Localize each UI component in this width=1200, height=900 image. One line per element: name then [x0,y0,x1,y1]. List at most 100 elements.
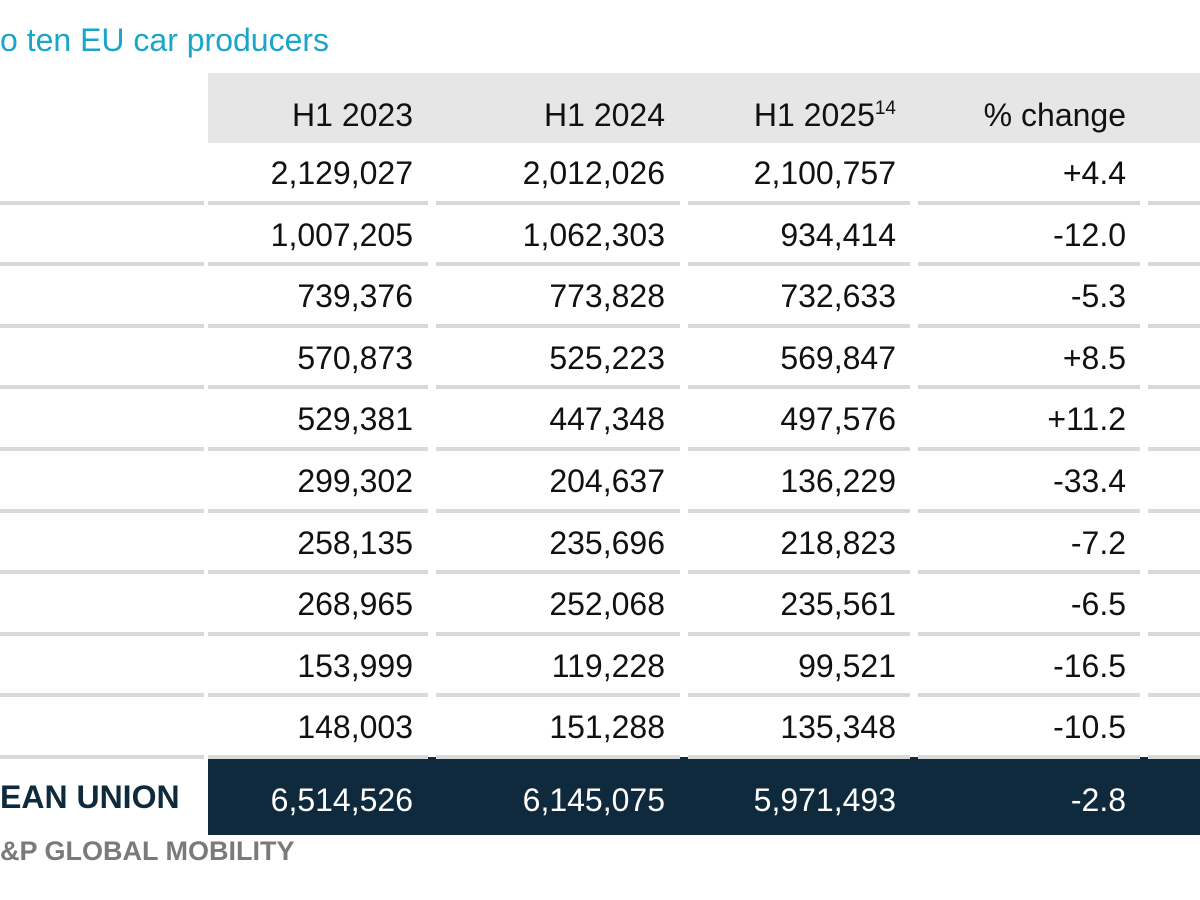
total-cell: 5,971,493 [753,782,896,818]
row-separator [1148,262,1200,267]
total-cell: -2.8 [1070,782,1126,818]
row-separator [0,631,204,636]
row-separator [436,570,680,575]
table-cell: -7.2 [1070,524,1126,561]
row-separator [918,385,1140,390]
table-cell: 299,302 [297,463,413,499]
table-cell: 235,696 [549,524,665,561]
row-separator [0,323,204,328]
row-separator [436,755,680,759]
table-cell: 447,348 [549,401,665,438]
table-cell: 569,847 [780,339,896,376]
row-separator [436,385,680,390]
row-separator [1148,755,1200,759]
row-separator [918,570,1140,575]
row-separator [688,323,910,328]
table-cell: -12.0 [1053,216,1126,253]
row-separator [0,385,204,390]
table-cell: 2,012,026 [522,155,665,191]
row-separator [208,262,428,267]
row-separator [208,755,428,759]
column-header: H1 2024 [438,95,665,135]
row-separator [918,508,1140,513]
column-header: % change [918,95,1126,135]
table-cell: 151,288 [549,709,665,746]
row-separator [1148,631,1200,636]
total-cell: 6,514,526 [270,782,413,818]
header-superscript: 14 [874,98,896,119]
table-cell: -16.5 [1053,647,1126,684]
table-cell: 2,100,757 [753,155,896,191]
column-header: H1 2023 [212,95,413,135]
table-cell: -10.5 [1053,709,1126,746]
table-cell: 525,223 [549,339,665,376]
row-separator [0,755,204,759]
column-header-text: H1 2024 [544,97,665,133]
row-separator [688,693,910,698]
table-cell: 1,007,205 [270,216,413,253]
table-cell: 204,637 [549,463,665,499]
row-separator [208,570,428,575]
table-cell: 258,135 [297,524,413,561]
row-separator [0,508,204,513]
row-separator [0,447,204,451]
row-separator [1148,447,1200,451]
row-separator [436,693,680,698]
table-cell: 218,823 [780,524,896,561]
table-cell: 153,999 [297,647,413,684]
row-separator [436,508,680,513]
row-separator [918,693,1140,698]
row-separator [0,570,204,575]
table-cell: 99,521 [798,647,896,684]
row-separator [1148,570,1200,575]
table-cell: +4.4 [1062,155,1126,191]
table-cell: 119,228 [551,647,665,684]
column-header-text: H1 2023 [292,97,413,133]
row-separator [688,508,910,513]
table-cell: 268,965 [297,586,413,623]
row-separator [1148,693,1200,698]
table-cell: 732,633 [780,278,896,315]
table-cell: 739,376 [297,278,413,315]
row-separator [208,200,428,205]
column-header-text: H1 2025 [753,97,875,133]
row-separator [436,262,680,267]
table-cell: -6.5 [1070,586,1126,623]
row-separator [208,447,428,451]
table-cell: 136,229 [780,463,896,499]
row-separator [208,323,428,328]
source: &P GLOBAL MOBILITY [0,836,295,866]
title: o ten EU car producers [0,22,330,58]
row-separator [918,755,1140,759]
row-separator [1148,385,1200,390]
table-cell: 529,381 [297,401,413,438]
row-separator [688,755,910,759]
row-separator [208,631,428,636]
row-separator [1148,323,1200,328]
row-separator [436,200,680,205]
total-cell: 6,145,075 [522,782,665,818]
row-separator [918,262,1140,267]
column-header: H1 202514 [690,95,896,141]
table-cell: 1,062,303 [522,216,665,253]
row-separator [688,200,910,205]
row-separator [688,570,910,575]
column-header-text: % change [983,97,1126,133]
table-cell: 570,873 [297,339,413,376]
row-separator [208,508,428,513]
row-separator [688,447,910,451]
row-separator [918,631,1140,636]
table-cell: 934,414 [780,216,896,253]
table-cell: -5.3 [1070,278,1126,315]
row-separator [0,262,204,267]
table-cell: 2,129,027 [270,155,413,191]
table-cell: +8.5 [1062,339,1126,376]
table-cell: 235,561 [780,586,896,623]
row-separator [1148,508,1200,513]
row-separator [436,631,680,636]
header-band [208,73,1200,143]
table-cell: 497,576 [780,401,896,438]
row-separator [1148,200,1200,205]
row-separator [688,262,910,267]
